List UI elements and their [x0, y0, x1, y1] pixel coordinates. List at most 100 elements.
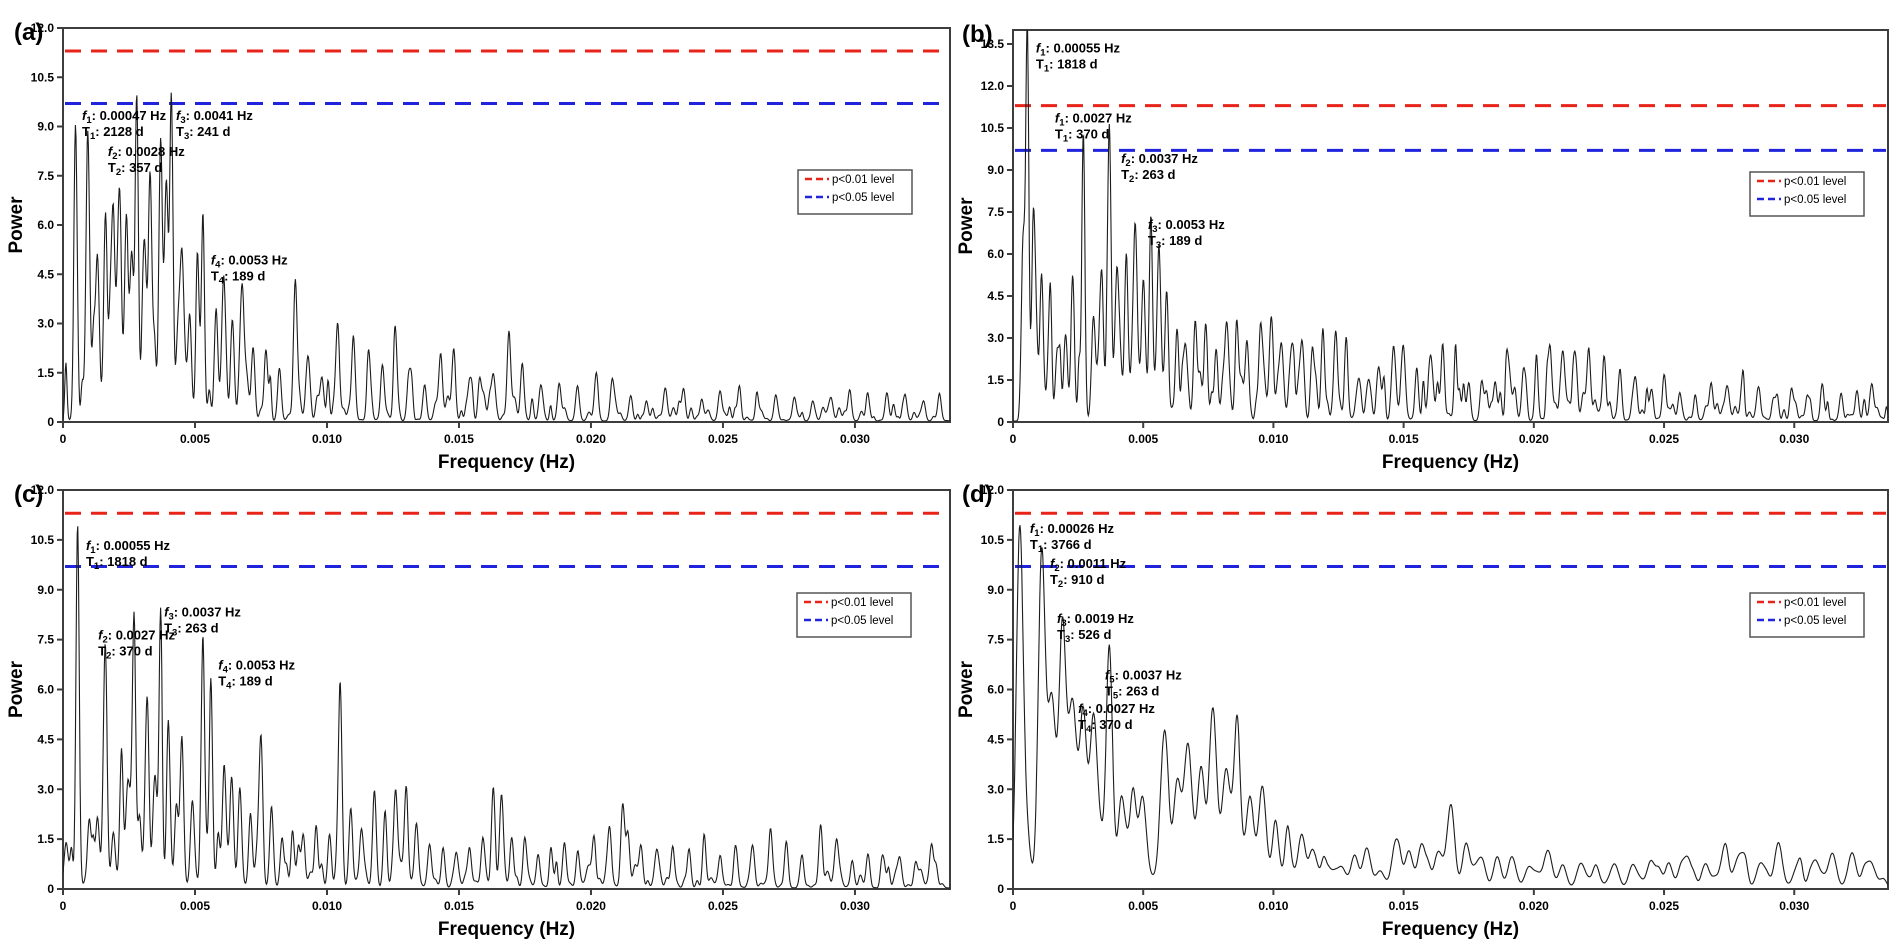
y-tick-label: 3.0 [987, 331, 1004, 345]
peak-annotation-f: f3: 0.0053 Hz [1148, 217, 1225, 235]
legend-box [1749, 592, 1865, 638]
y-tick-label: 10.5 [31, 70, 55, 84]
x-axis-title: Frequency (Hz) [438, 452, 575, 473]
y-tick-label: 7.5 [37, 633, 54, 647]
y-axis-title: Power [956, 197, 977, 255]
panel-letter: (c) [14, 481, 43, 508]
legend-label: p<0.05 level [1784, 615, 1846, 627]
x-axis-title: Frequency (Hz) [1382, 919, 1519, 940]
y-tick-label: 13.5 [981, 37, 1005, 51]
y-tick-label: 3.0 [37, 317, 54, 331]
peak-annotation-T: T4: 189 d [218, 674, 272, 692]
x-tick-label: 0 [60, 899, 67, 913]
y-tick-label: 1.5 [37, 832, 54, 846]
panel-letter: (d) [962, 481, 993, 508]
y-tick-label: 6.0 [37, 683, 54, 697]
y-tick-label: 7.5 [987, 205, 1004, 219]
spectrum-line [1013, 525, 1888, 886]
spectrum-line [63, 92, 950, 422]
peak-annotation-T: T2: 357 d [108, 160, 162, 178]
x-axis-title: Frequency (Hz) [438, 919, 575, 940]
legend-box [1749, 171, 1865, 217]
peak-annotation-T: T2: 910 d [1050, 572, 1104, 590]
y-tick-label: 7.5 [987, 633, 1004, 647]
legend-label: p<0.01 level [1784, 597, 1846, 609]
x-tick-label: 0.005 [180, 899, 210, 913]
peak-annotation-f: f1: 0.0027 Hz [1055, 110, 1132, 128]
x-tick-label: 0.020 [1519, 899, 1549, 913]
peak-annotation-T: T3: 263 d [164, 620, 218, 638]
peak-annotation-f: f2: 0.0027 Hz [98, 628, 175, 646]
plot-frame [62, 489, 951, 890]
peak-annotation-f: f1: 0.00055 Hz [86, 538, 171, 556]
y-tick-label: 6.0 [37, 218, 54, 232]
x-tick-label: 0.015 [444, 432, 474, 446]
panel-b: (b) 0 1.5 3.0 4.5 6.0 7.5 9.0 10.5 12.0 13.5 0 0.005… [956, 21, 1889, 473]
peak-annotation-f: f2: 0.0011 Hz [1050, 556, 1127, 574]
peak-annotation-f: f3: 0.0041 Hz [176, 108, 253, 126]
peak-annotation-T: T4: 370 d [1078, 717, 1132, 735]
peak-annotation-f: f4: 0.0053 Hz [211, 252, 288, 270]
x-tick-label: 0.010 [312, 432, 342, 446]
y-tick-label: 1.5 [987, 832, 1004, 846]
y-tick-label: 0 [997, 882, 1004, 896]
panel-a: (a) 0 1.5 3.0 4.5 6.0 7.5 9.0 10.5 12.0 0 0.005 0.01… [6, 19, 951, 473]
peak-annotation-T: T1: 2128 d [82, 124, 144, 142]
x-tick-label: 0.020 [576, 432, 606, 446]
y-tick-label: 12.0 [31, 21, 55, 35]
y-tick-label: 10.5 [981, 533, 1005, 547]
y-tick-label: 7.5 [37, 169, 54, 183]
x-tick-label: 0 [1010, 432, 1017, 446]
x-tick-label: 0.030 [1779, 432, 1809, 446]
x-tick-label: 0.010 [312, 899, 342, 913]
y-tick-label: 4.5 [37, 267, 54, 281]
peak-annotation-f: f5: 0.0037 Hz [1105, 668, 1182, 686]
x-tick-label: 0.025 [708, 432, 738, 446]
legend: p<0.01 level p<0.05 level [797, 169, 913, 215]
peak-annotation-T: T1: 1818 d [1036, 56, 1098, 74]
x-tick-label: 0.020 [1519, 432, 1549, 446]
peak-annotation-T: T5: 263 d [1105, 684, 1159, 702]
y-tick-label: 0 [47, 882, 54, 896]
y-tick-label: 9.0 [37, 120, 54, 134]
legend-label: p<0.01 level [832, 174, 894, 186]
legend-label: p<0.05 level [832, 192, 894, 204]
peak-annotation-T: T3: 526 d [1057, 627, 1111, 645]
x-axis-title: Frequency (Hz) [1382, 452, 1519, 473]
y-tick-label: 1.5 [987, 373, 1004, 387]
peak-annotation-f: f1: 0.00047 Hz [82, 108, 167, 126]
y-tick-label: 9.0 [987, 583, 1004, 597]
legend: p<0.01 level p<0.05 level [1749, 171, 1865, 217]
panel-c: (c) 0 1.5 3.0 4.5 6.0 7.5 9.0 10.5 12.0 0 0.005 0.01… [6, 481, 951, 940]
y-tick-label: 4.5 [37, 732, 54, 746]
x-tick-label: 0.015 [1389, 899, 1419, 913]
peak-annotation-f: f1: 0.00055 Hz [1036, 40, 1121, 58]
x-tick-label: 0.030 [840, 432, 870, 446]
y-tick-label: 4.5 [987, 289, 1004, 303]
peak-annotation-T: T2: 370 d [98, 644, 152, 662]
y-axis-title: Power [6, 660, 27, 718]
y-axis-title: Power [6, 196, 27, 254]
x-tick-label: 0.020 [576, 899, 606, 913]
peak-annotation-f: f4: 0.0053 Hz [218, 658, 295, 676]
legend: p<0.01 level p<0.05 level [1749, 592, 1865, 638]
spectrum-line [63, 526, 950, 889]
y-tick-label: 10.5 [981, 121, 1005, 135]
y-tick-label: 12.0 [981, 79, 1005, 93]
y-tick-label: 0 [47, 415, 54, 429]
legend-label: p<0.01 level [831, 597, 893, 609]
legend-label: p<0.01 level [1784, 176, 1846, 188]
x-tick-label: 0.015 [1389, 432, 1419, 446]
x-tick-label: 0.030 [840, 899, 870, 913]
peak-annotation-f: f1: 0.00026 Hz [1030, 521, 1115, 539]
legend-box [796, 592, 912, 638]
y-tick-label: 6.0 [987, 683, 1004, 697]
peak-annotation-f: f4: 0.0027 Hz [1078, 701, 1155, 719]
legend-label: p<0.05 level [831, 615, 893, 627]
peak-annotation-T: T4: 189 d [211, 268, 265, 286]
y-tick-label: 0 [997, 415, 1004, 429]
peak-annotation-T: T1: 3766 d [1030, 537, 1092, 555]
peak-annotation-T: T1: 1818 d [86, 554, 148, 572]
